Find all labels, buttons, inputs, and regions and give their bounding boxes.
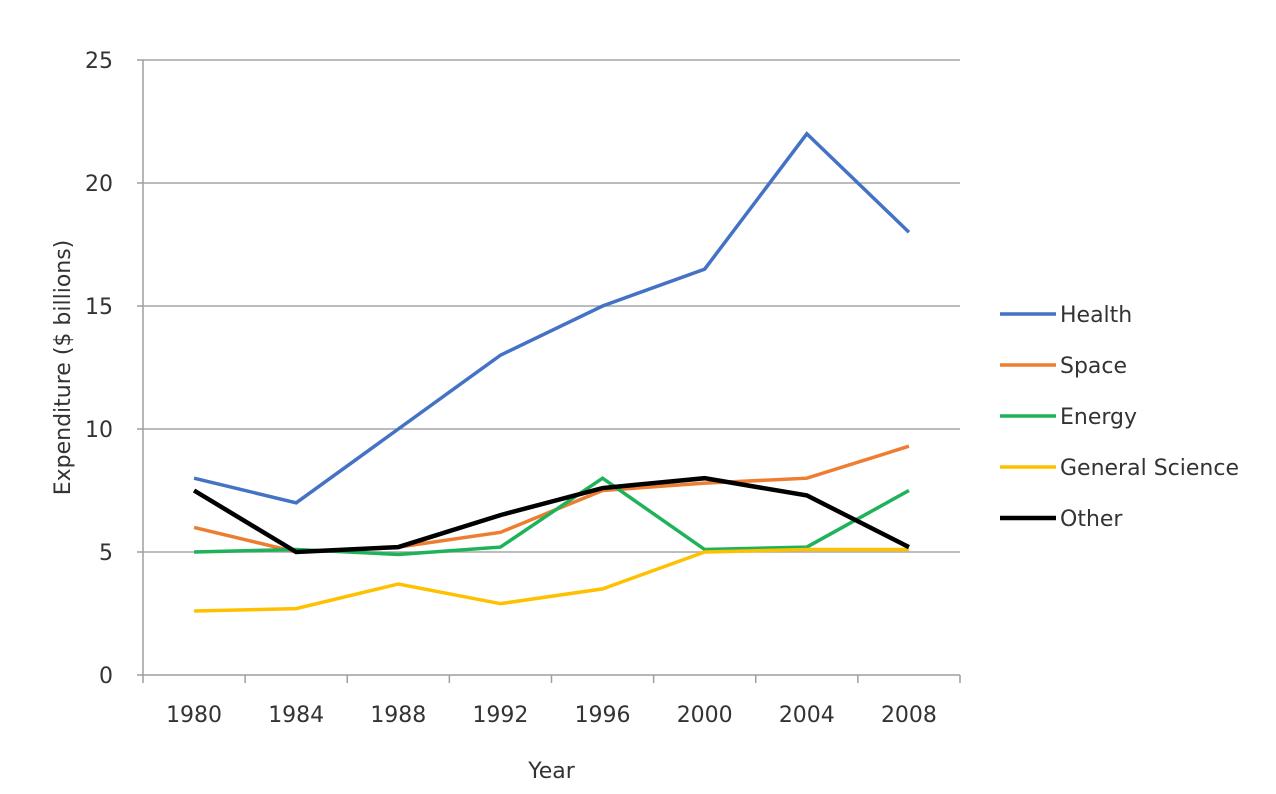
x-tick-label: 1996 bbox=[575, 703, 631, 728]
x-tick-label: 1992 bbox=[472, 703, 528, 728]
x-tick-labels: 1980 1984 1988 1992 1996 2000 2004 2008 bbox=[142, 675, 961, 728]
x-tick-label: 2004 bbox=[779, 703, 835, 728]
legend-item-other: Other bbox=[1000, 507, 1123, 532]
x-tick-label: 2008 bbox=[881, 703, 937, 728]
y-tick-label: 15 bbox=[85, 295, 113, 320]
legend-item-space: Space bbox=[1000, 354, 1127, 379]
y-tick-label: 10 bbox=[85, 418, 113, 443]
x-axis-title: Year bbox=[527, 759, 576, 784]
gridlines bbox=[137, 59, 960, 676]
y-tick-label: 25 bbox=[85, 49, 113, 74]
legend-item-energy: Energy bbox=[1000, 405, 1137, 430]
series-line-energy bbox=[194, 476, 910, 557]
x-tick-label: 1988 bbox=[370, 703, 426, 728]
y-tick-label: 20 bbox=[85, 172, 113, 197]
y-tick-labels: 0 5 10 15 20 25 bbox=[85, 49, 113, 689]
legend-label: Health bbox=[1060, 303, 1132, 328]
legend-item-health: Health bbox=[1000, 303, 1132, 328]
series-line-health bbox=[193, 131, 911, 505]
x-tick-label: 1984 bbox=[268, 703, 324, 728]
legend-item-general-science: General Science bbox=[1000, 456, 1239, 481]
x-tick-label: 1980 bbox=[166, 703, 222, 728]
y-tick-label: 0 bbox=[99, 664, 113, 689]
x-tick-label: 2000 bbox=[677, 703, 733, 728]
legend-label: Space bbox=[1060, 354, 1127, 379]
y-tick-label: 5 bbox=[99, 541, 113, 566]
series-lines bbox=[192, 131, 911, 613]
series-line-general-science bbox=[194, 547, 909, 613]
legend: Health Space Energy General Science Other bbox=[1000, 303, 1239, 532]
legend-label: Energy bbox=[1060, 405, 1137, 430]
series-line-other bbox=[192, 475, 910, 555]
axes bbox=[142, 60, 960, 676]
legend-label: General Science bbox=[1060, 456, 1239, 481]
legend-label: Other bbox=[1060, 507, 1123, 532]
y-axis-title: Expenditure ($ billions) bbox=[51, 240, 76, 496]
